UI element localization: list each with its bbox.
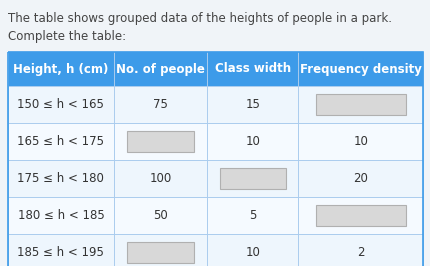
Text: Class width: Class width [214,63,290,76]
Text: 180 ≤ h < 185: 180 ≤ h < 185 [18,209,104,222]
Text: 165 ≤ h < 175: 165 ≤ h < 175 [17,135,104,148]
Text: Complete the table:: Complete the table: [8,30,126,43]
Text: 10: 10 [245,135,260,148]
Text: 5: 5 [249,209,256,222]
Text: Frequency density: Frequency density [299,63,421,76]
Text: 50: 50 [153,209,168,222]
Text: 10: 10 [245,246,260,259]
Bar [8,160,422,197]
Bar [8,234,422,266]
Text: 15: 15 [245,98,260,111]
Text: 2: 2 [356,246,364,259]
Bar [8,197,422,234]
Bar [8,52,422,266]
Text: 75: 75 [153,98,168,111]
Bar [126,131,194,152]
Bar [219,168,285,189]
Text: 20: 20 [353,172,367,185]
Text: The table shows grouped data of the heights of people in a park.: The table shows grouped data of the heig… [8,12,391,25]
Bar [315,94,405,115]
Text: 150 ≤ h < 165: 150 ≤ h < 165 [18,98,104,111]
Text: No. of people: No. of people [116,63,205,76]
Text: Height, h (cm): Height, h (cm) [13,63,108,76]
Text: 100: 100 [149,172,171,185]
Bar [126,242,194,263]
Text: 10: 10 [353,135,367,148]
Bar [8,86,422,123]
Text: 175 ≤ h < 180: 175 ≤ h < 180 [18,172,104,185]
Text: 185 ≤ h < 195: 185 ≤ h < 195 [18,246,104,259]
Bar [315,205,405,226]
Bar [8,123,422,160]
Bar [8,52,422,86]
